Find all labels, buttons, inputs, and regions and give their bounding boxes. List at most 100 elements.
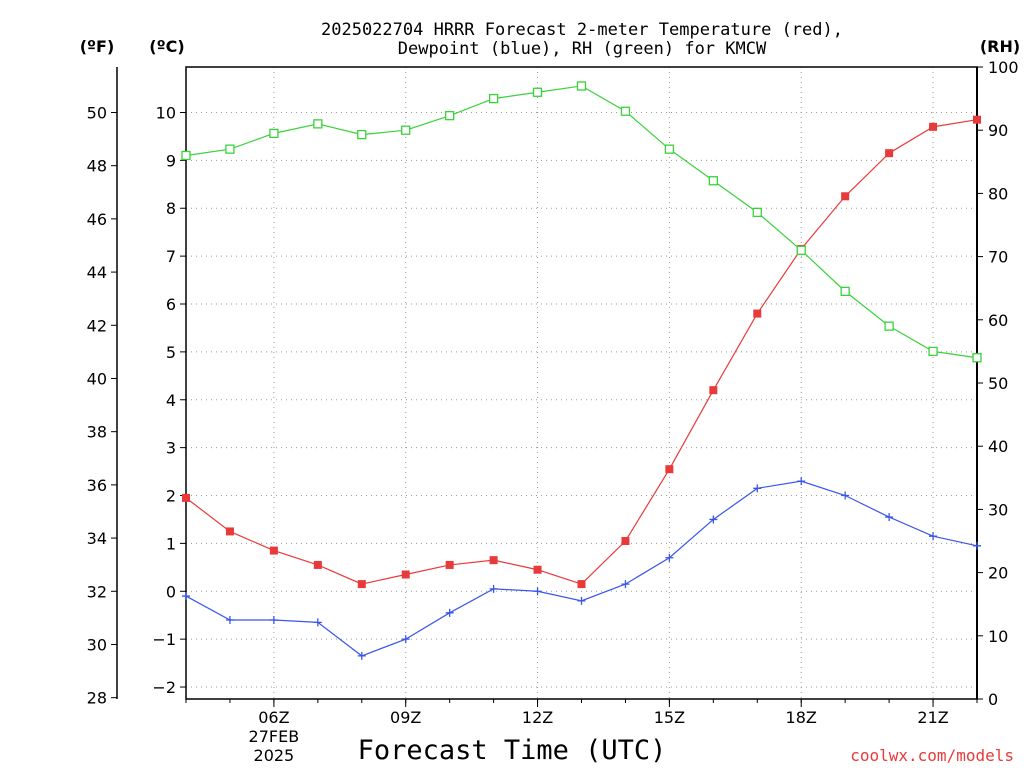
temperature-point — [313, 560, 322, 569]
dewpoint-point — [797, 477, 806, 486]
x-tick-label: 15Z — [654, 708, 685, 727]
fahrenheit-tick-label: 44 — [87, 263, 107, 282]
rh-tick-label: 10 — [988, 627, 1008, 646]
temperature-point — [709, 386, 718, 395]
celsius-tick-label: 10 — [156, 103, 176, 122]
fahrenheit-tick-label: 48 — [87, 157, 107, 176]
temperature-point — [577, 580, 586, 589]
series-line-dewpoint — [185, 480, 978, 657]
fahrenheit-tick-label: 38 — [87, 423, 107, 442]
fahrenheit-axis-unit: (ºF) — [80, 37, 115, 56]
rh-point — [357, 129, 367, 140]
plot-series — [181, 81, 982, 660]
dewpoint-point — [885, 513, 894, 522]
dewpoint-point — [665, 553, 674, 562]
series-dewpoint — [182, 477, 981, 660]
dewpoint-point — [841, 491, 850, 500]
dewpoint-point — [489, 584, 498, 593]
x-tick-label: 18Z — [786, 708, 817, 727]
dewpoint-point — [401, 635, 410, 644]
temperature-point — [973, 115, 981, 124]
x-axis-title: Forecast Time (UTC) — [358, 735, 667, 766]
celsius-tick-label: 1 — [166, 534, 176, 553]
rh-tick-label: 80 — [988, 184, 1008, 203]
celsius-tick-label: −1 — [152, 630, 176, 649]
rh-point — [928, 346, 938, 357]
rh-point — [401, 125, 411, 135]
series-rh — [181, 81, 982, 363]
celsius-tick-label: 4 — [166, 391, 176, 410]
celsius-tick-label: 3 — [166, 439, 176, 458]
rh-tick-label: 90 — [988, 121, 1008, 140]
rh-point — [840, 286, 850, 297]
rh-tick-label: 20 — [988, 564, 1008, 583]
fahrenheit-tick-label: 36 — [87, 476, 107, 495]
temperature-point — [182, 493, 190, 502]
celsius-tick-label: 8 — [166, 199, 176, 218]
plot-axes: −2−1012345678910283032343638404244464850… — [87, 58, 1019, 765]
celsius-axis-unit: (ºC) — [149, 37, 184, 56]
rh-tick-label: 60 — [988, 311, 1008, 330]
celsius-tick-label: 5 — [166, 343, 176, 362]
rh-point — [576, 81, 587, 91]
rh-tick-label: 30 — [988, 500, 1008, 519]
dewpoint-point — [182, 592, 190, 601]
dewpoint-point — [533, 587, 542, 596]
rh-tick-label: 50 — [988, 374, 1008, 393]
rh-point — [796, 245, 806, 255]
x-date-label: 27FEB — [249, 727, 300, 746]
plot-grid — [186, 67, 977, 699]
rh-point — [269, 128, 279, 139]
dewpoint-point — [973, 541, 981, 550]
fahrenheit-tick-label: 40 — [87, 369, 107, 388]
dewpoint-point — [709, 515, 718, 524]
dewpoint-point — [577, 596, 586, 605]
celsius-tick-label: 6 — [166, 295, 176, 314]
dewpoint-point — [357, 651, 366, 660]
dewpoint-point — [445, 608, 454, 617]
celsius-tick-label: 0 — [166, 582, 176, 601]
temperature-point — [753, 309, 762, 318]
rh-tick-label: 40 — [988, 437, 1008, 456]
rh-point — [488, 93, 499, 104]
celsius-tick-label: 9 — [166, 151, 176, 170]
rh-point — [313, 119, 323, 129]
x-tick-label: 12Z — [522, 708, 553, 727]
rh-axis-unit: (RH) — [980, 37, 1020, 56]
dewpoint-point — [313, 618, 322, 627]
dewpoint-point — [621, 580, 630, 589]
x-tick-label: 06Z — [258, 708, 289, 727]
series-temperature — [182, 115, 981, 589]
rh-point — [620, 106, 631, 116]
chart-title-line-2: Dewpoint (blue), RH (green) for KMCW — [398, 39, 767, 59]
temperature-point — [269, 546, 278, 555]
temperature-point — [357, 580, 366, 589]
series-line-rh — [185, 85, 978, 359]
temperature-point — [621, 537, 630, 545]
rh-tick-label: 0 — [988, 690, 998, 709]
x-date-label: 2025 — [254, 746, 295, 765]
dewpoint-point — [225, 616, 234, 624]
dewpoint-point — [753, 484, 762, 493]
fahrenheit-tick-label: 32 — [87, 582, 107, 601]
rh-point — [445, 111, 455, 121]
fahrenheit-tick-label: 46 — [87, 210, 107, 229]
x-tick-label: 09Z — [390, 708, 421, 727]
chart-title: 2025022704 HRRR Forecast 2-meter Tempera… — [321, 20, 843, 59]
temperature-point — [225, 527, 234, 536]
dewpoint-point — [269, 616, 278, 624]
temperature-point — [445, 560, 454, 569]
celsius-tick-label: 7 — [166, 247, 176, 266]
rh-point — [181, 150, 191, 161]
rh-tick-label: 100 — [988, 58, 1019, 77]
temperature-point — [885, 149, 894, 158]
temperature-point — [533, 565, 542, 574]
rh-point — [708, 176, 718, 186]
credit-text: coolwx.com/models — [850, 746, 1014, 765]
rh-point — [972, 353, 982, 363]
rh-point — [225, 144, 235, 154]
temperature-point — [841, 192, 850, 201]
temperature-point — [665, 465, 674, 474]
rh-point — [752, 207, 762, 218]
